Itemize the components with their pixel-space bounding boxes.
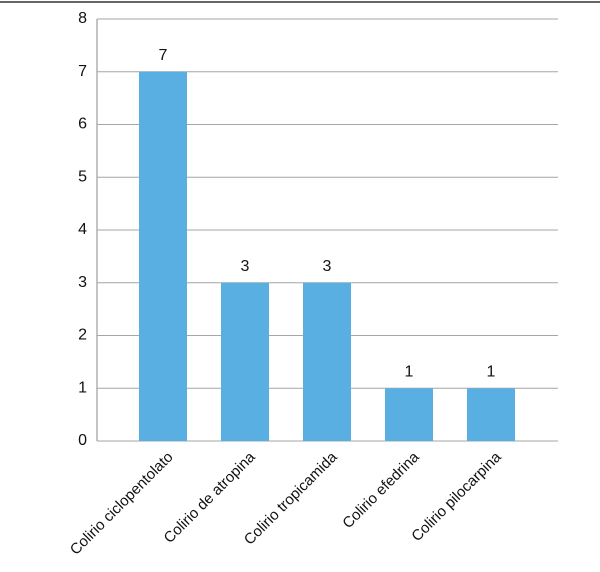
- bar: [139, 71, 187, 441]
- data-label: 1: [405, 363, 414, 380]
- x-tick-label: Colirio pilocarpina: [408, 448, 505, 545]
- y-tick-label: 2: [78, 327, 87, 344]
- data-label: 7: [159, 47, 168, 64]
- data-label: 3: [323, 258, 332, 275]
- y-tick-label: 1: [78, 379, 87, 396]
- bar: [303, 282, 351, 441]
- y-tick-label: 0: [78, 432, 87, 449]
- y-tick-label: 4: [78, 221, 87, 238]
- y-tick-label: 5: [78, 168, 87, 185]
- bar: [221, 282, 269, 441]
- data-label: 1: [487, 363, 496, 380]
- x-tick-label: Colirio ciclopentolato: [67, 449, 177, 559]
- x-tick-label: Colirio efedrina: [339, 448, 423, 532]
- y-tick-label: 8: [78, 10, 87, 27]
- y-tick-label: 7: [78, 63, 87, 80]
- y-tick-label: 3: [78, 274, 87, 291]
- data-label: 3: [241, 258, 250, 275]
- bar: [385, 388, 433, 441]
- bar: [467, 388, 515, 441]
- y-tick-label: 6: [78, 116, 87, 133]
